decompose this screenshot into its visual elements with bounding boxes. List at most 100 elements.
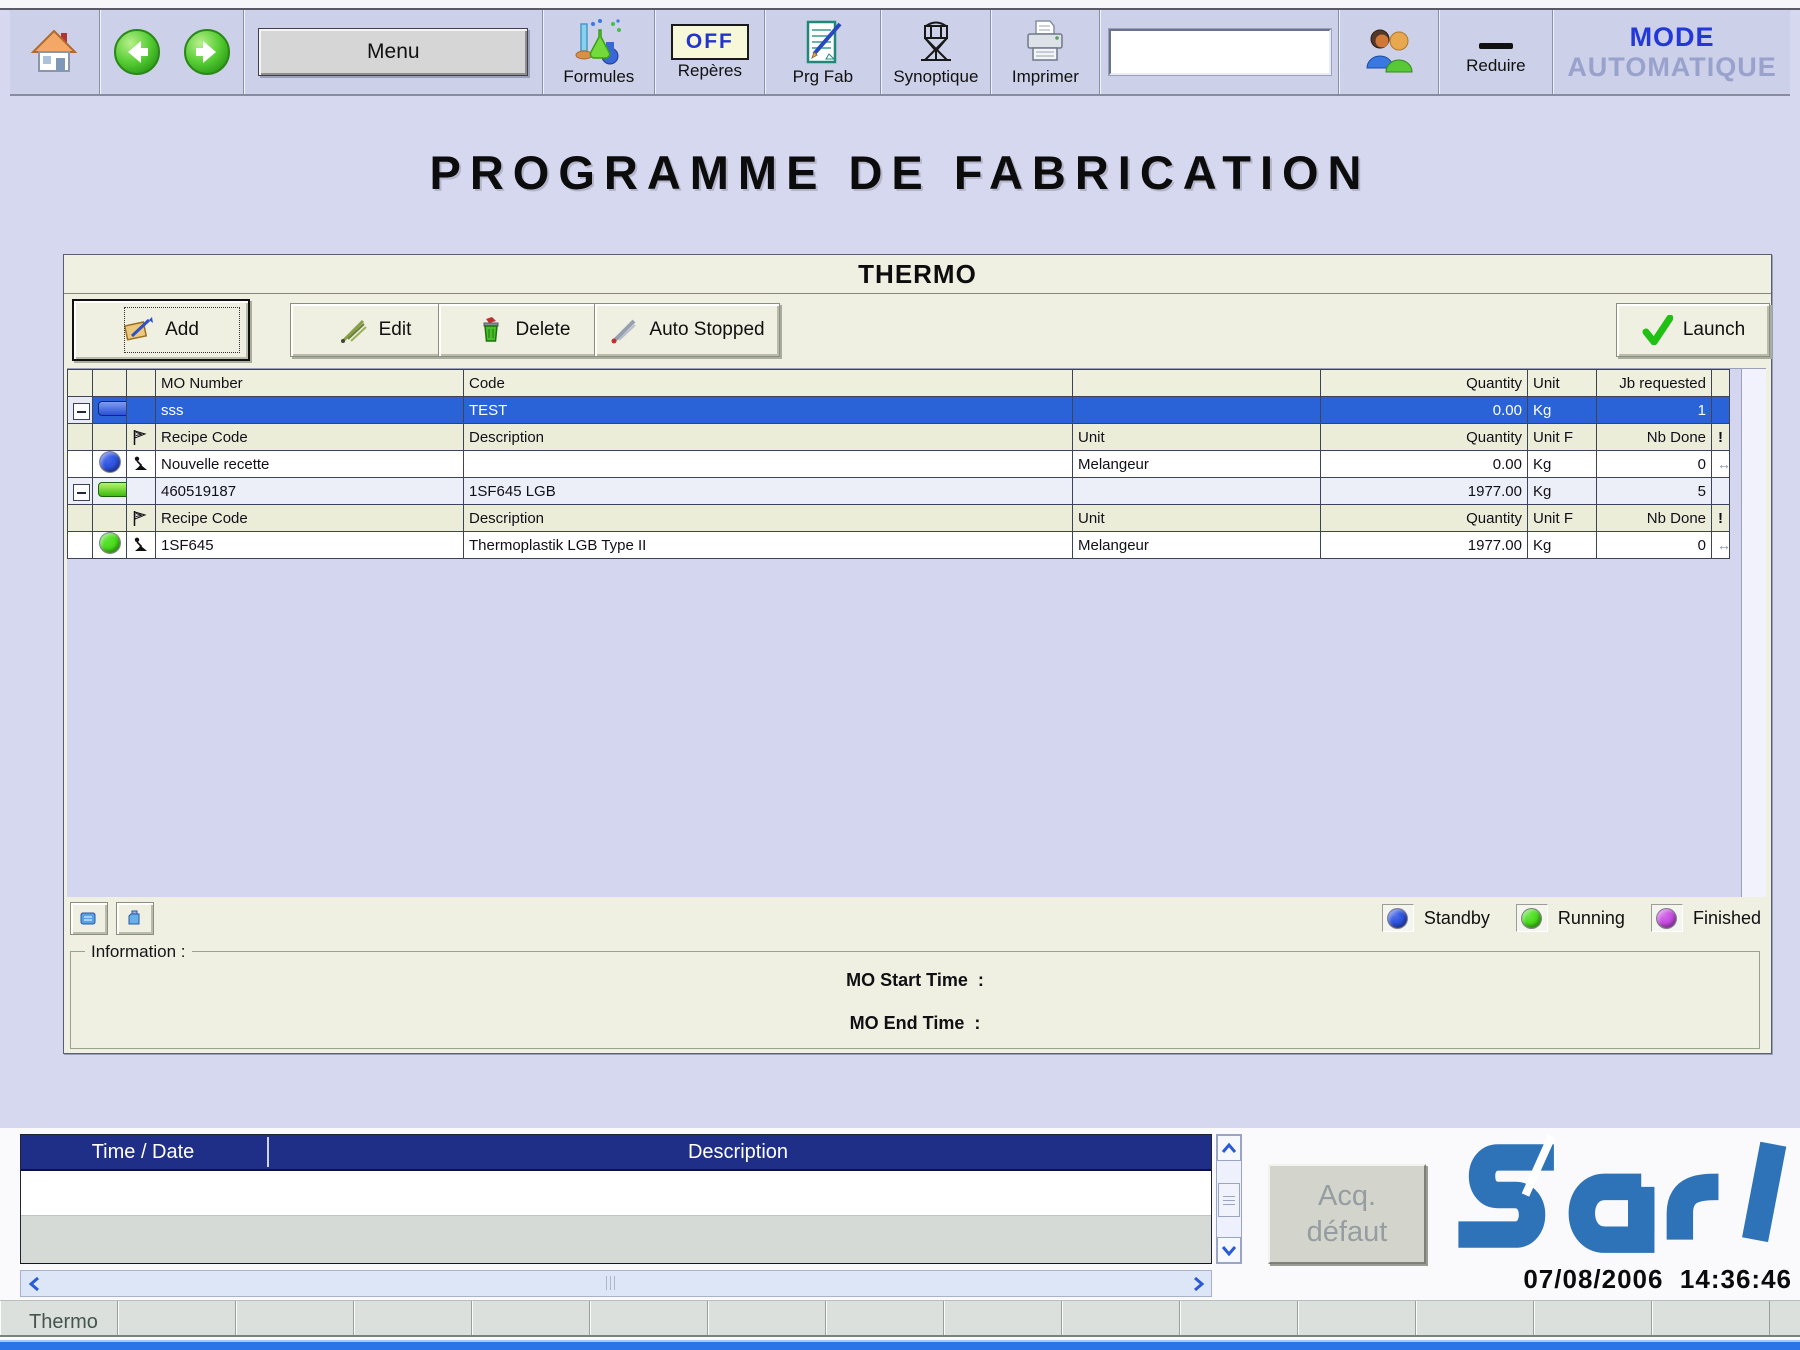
imprimer-label: Imprimer xyxy=(1011,66,1079,86)
launch-button[interactable]: Launch xyxy=(1616,303,1770,357)
legend-label: Standby xyxy=(1423,907,1490,928)
forward-button[interactable] xyxy=(183,28,231,76)
lab-flasks-icon xyxy=(573,18,625,66)
rec-status-cell[interactable] xyxy=(92,450,127,478)
toolbar-text-input[interactable] xyxy=(1108,28,1331,75)
synoptique-button[interactable]: Synoptique xyxy=(881,10,991,94)
reperes-button[interactable]: OFF Repères xyxy=(655,10,765,94)
notepad-pen-icon xyxy=(798,18,848,66)
mo-unit-cell[interactable]: Kg xyxy=(1527,396,1597,424)
reduire-label: Reduire xyxy=(1466,55,1526,75)
home-button[interactable] xyxy=(10,10,100,94)
rec-nb-done-cell[interactable]: 0 xyxy=(1596,531,1712,559)
rec-status-cell[interactable] xyxy=(92,531,127,559)
mo-quantity-cell[interactable]: 0.00 xyxy=(1320,396,1528,424)
rec-unit-cell[interactable]: Melangeur xyxy=(1072,531,1321,559)
alarm-col-description: Description xyxy=(687,1140,789,1163)
reperes-label: Repères xyxy=(677,60,742,80)
mo-extra-cell[interactable] xyxy=(1711,477,1730,505)
auto-stopped-button[interactable]: Auto Stopped xyxy=(594,303,780,357)
alarm-horizontal-scrollbar[interactable] xyxy=(20,1270,1212,1297)
log-button[interactable] xyxy=(70,901,108,935)
information-label: Information : xyxy=(85,942,192,962)
filter-flag-icon xyxy=(126,504,156,532)
sub-blank1 xyxy=(67,504,93,532)
sub-unit2: Unit F xyxy=(1527,504,1597,532)
mo-row[interactable]: 460519187 1SF645 LGB 1977.00 Kg 5 xyxy=(67,477,1730,505)
sub-unit: Unit xyxy=(1072,423,1321,451)
rec-unit-value-cell[interactable]: Kg xyxy=(1527,450,1597,478)
collapse-icon[interactable] xyxy=(73,403,90,421)
auto-stopped-label: Auto Stopped xyxy=(649,319,765,340)
rec-code-cell[interactable]: 1SF645 xyxy=(155,531,464,559)
legend-chip xyxy=(1381,904,1414,932)
users-button[interactable] xyxy=(1339,10,1439,94)
mo-icon-cell[interactable] xyxy=(126,396,156,424)
rec-code-cell[interactable]: Nouvelle recette xyxy=(155,450,464,478)
scroll-down-button[interactable] xyxy=(1217,1237,1241,1263)
reduire-button[interactable]: Reduire xyxy=(1438,10,1554,94)
rec-unit-value-cell[interactable]: Kg xyxy=(1527,531,1597,559)
mo-blank-cell[interactable] xyxy=(1072,396,1321,424)
alarm-empty-area xyxy=(21,1215,1211,1263)
mo-code-cell[interactable]: TEST xyxy=(463,396,1073,424)
scrollbar-thumb[interactable] xyxy=(1218,1183,1240,1217)
back-button[interactable] xyxy=(113,28,161,76)
rec-blank[interactable] xyxy=(67,531,93,559)
operator-icon[interactable] xyxy=(126,450,156,478)
mo-code-cell[interactable]: 1SF645 LGB xyxy=(463,477,1073,505)
rec-quantity-cell[interactable]: 0.00 xyxy=(1320,450,1528,478)
rec-blank[interactable] xyxy=(67,450,93,478)
delete-button[interactable]: Delete xyxy=(438,303,608,357)
mo-status-cell[interactable] xyxy=(92,396,127,424)
mo-number-cell[interactable]: sss xyxy=(155,396,464,424)
exclamation-icon: ! xyxy=(1718,428,1723,446)
collapse-icon[interactable] xyxy=(73,484,90,502)
mo-icon-cell[interactable] xyxy=(126,477,156,505)
statusbar-segment xyxy=(118,1301,236,1335)
imprimer-button[interactable]: Imprimer xyxy=(990,10,1101,94)
mo-blank-cell[interactable] xyxy=(1072,477,1321,505)
purge-button[interactable] xyxy=(116,901,154,935)
operator-icon[interactable] xyxy=(126,531,156,559)
mo-requested-cell[interactable]: 1 xyxy=(1596,396,1712,424)
tab-thermo[interactable]: Thermo xyxy=(0,1301,118,1335)
mo-number-cell[interactable]: 460519187 xyxy=(155,477,464,505)
mo-unit-cell[interactable]: Kg xyxy=(1527,477,1597,505)
legend-item-running: Running xyxy=(1515,904,1625,932)
rec-extra-cell[interactable]: ↔ xyxy=(1711,450,1730,478)
mo-extra-cell[interactable] xyxy=(1711,396,1730,424)
gray-quill-icon xyxy=(609,316,639,344)
rec-nb-done-cell[interactable]: 0 xyxy=(1596,450,1712,478)
scroll-right-button[interactable] xyxy=(1185,1271,1211,1296)
legend-chip xyxy=(1650,904,1683,932)
rec-extra-cell[interactable]: ↔ xyxy=(1711,531,1730,559)
rec-description-cell[interactable] xyxy=(463,450,1073,478)
rec-unit-cell[interactable]: Melangeur xyxy=(1072,450,1321,478)
acq-defaut-button[interactable]: Acq. défaut xyxy=(1268,1164,1426,1264)
add-button[interactable]: Add xyxy=(72,299,250,361)
mo-row[interactable]: sss TEST 0.00 Kg 1 xyxy=(67,396,1730,424)
recipe-row[interactable]: 1SF645 Thermoplastik LGB Type II Melangeur… xyxy=(67,531,1730,559)
mo-status-cell[interactable] xyxy=(92,477,127,505)
edit-button[interactable]: Edit xyxy=(290,303,460,357)
scroll-left-button[interactable] xyxy=(21,1271,47,1296)
mo-requested-cell[interactable]: 5 xyxy=(1596,477,1712,505)
bottom-section: Time / Date Description xyxy=(0,1128,1800,1350)
statusbar-segment xyxy=(1062,1301,1180,1335)
statusbar-segment xyxy=(944,1301,1062,1335)
rec-quantity-cell[interactable]: 1977.00 xyxy=(1320,531,1528,559)
rec-description-cell[interactable]: Thermoplastik LGB Type II xyxy=(463,531,1073,559)
menu-button[interactable]: Menu xyxy=(258,27,529,76)
mo-quantity-cell[interactable]: 1977.00 xyxy=(1320,477,1528,505)
minimize-dash-icon xyxy=(1478,42,1513,49)
prgfab-button[interactable]: Prg Fab xyxy=(764,10,882,94)
alarm-vertical-scrollbar[interactable] xyxy=(1216,1134,1242,1264)
formules-button[interactable]: Formules xyxy=(542,10,656,94)
header-blank xyxy=(1072,369,1321,397)
mo-expander-cell[interactable] xyxy=(67,477,93,505)
grid-scrollbar[interactable] xyxy=(1741,369,1766,897)
scroll-up-button[interactable] xyxy=(1217,1135,1241,1161)
mo-expander-cell[interactable] xyxy=(67,396,93,424)
